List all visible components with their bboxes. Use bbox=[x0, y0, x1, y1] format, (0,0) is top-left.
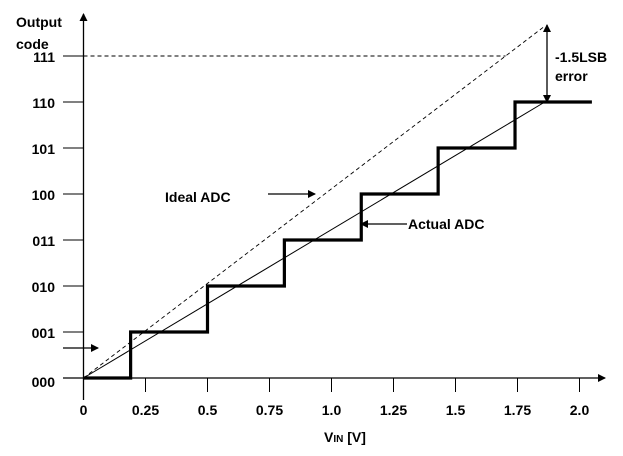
ideal-adc-line bbox=[83, 25, 546, 379]
y-tick-label: 101 bbox=[32, 141, 56, 157]
actual-adc-label: Actual ADC bbox=[408, 216, 485, 232]
x-tick-label: 0.5 bbox=[198, 402, 218, 418]
y-tick-label: 001 bbox=[32, 325, 56, 341]
x-tick-label: 0.25 bbox=[132, 402, 159, 418]
x-tick-label: 1.75 bbox=[504, 402, 531, 418]
actual-adc-staircase bbox=[83, 100, 592, 380]
ideal-adc-label: Ideal ADC bbox=[165, 189, 231, 205]
y-tick-label: 010 bbox=[32, 279, 56, 295]
y-tick-label: 000 bbox=[32, 374, 56, 390]
y-tick-label: 111 bbox=[33, 49, 55, 65]
y-tick-label: 100 bbox=[32, 187, 56, 203]
y-tick-label: 011 bbox=[32, 233, 55, 249]
y-tick-label: 110 bbox=[32, 95, 55, 111]
error-label-line1: -1.5LSB bbox=[555, 49, 607, 65]
x-tick-label: 1.0 bbox=[322, 402, 342, 418]
error-label-line2: error bbox=[555, 68, 588, 84]
x-tick-label: 1.5 bbox=[446, 402, 466, 418]
x-axis-label: VIN [V] bbox=[324, 429, 366, 445]
x-tick-label: 2.0 bbox=[570, 402, 590, 418]
x-tick-label: 0 bbox=[80, 402, 88, 418]
x-tick-label: 0.75 bbox=[256, 402, 283, 418]
x-tick-label: 1.25 bbox=[380, 402, 407, 418]
y-axis-label-line1: Output bbox=[16, 14, 62, 30]
y-axis-label-line2: code bbox=[16, 36, 49, 52]
